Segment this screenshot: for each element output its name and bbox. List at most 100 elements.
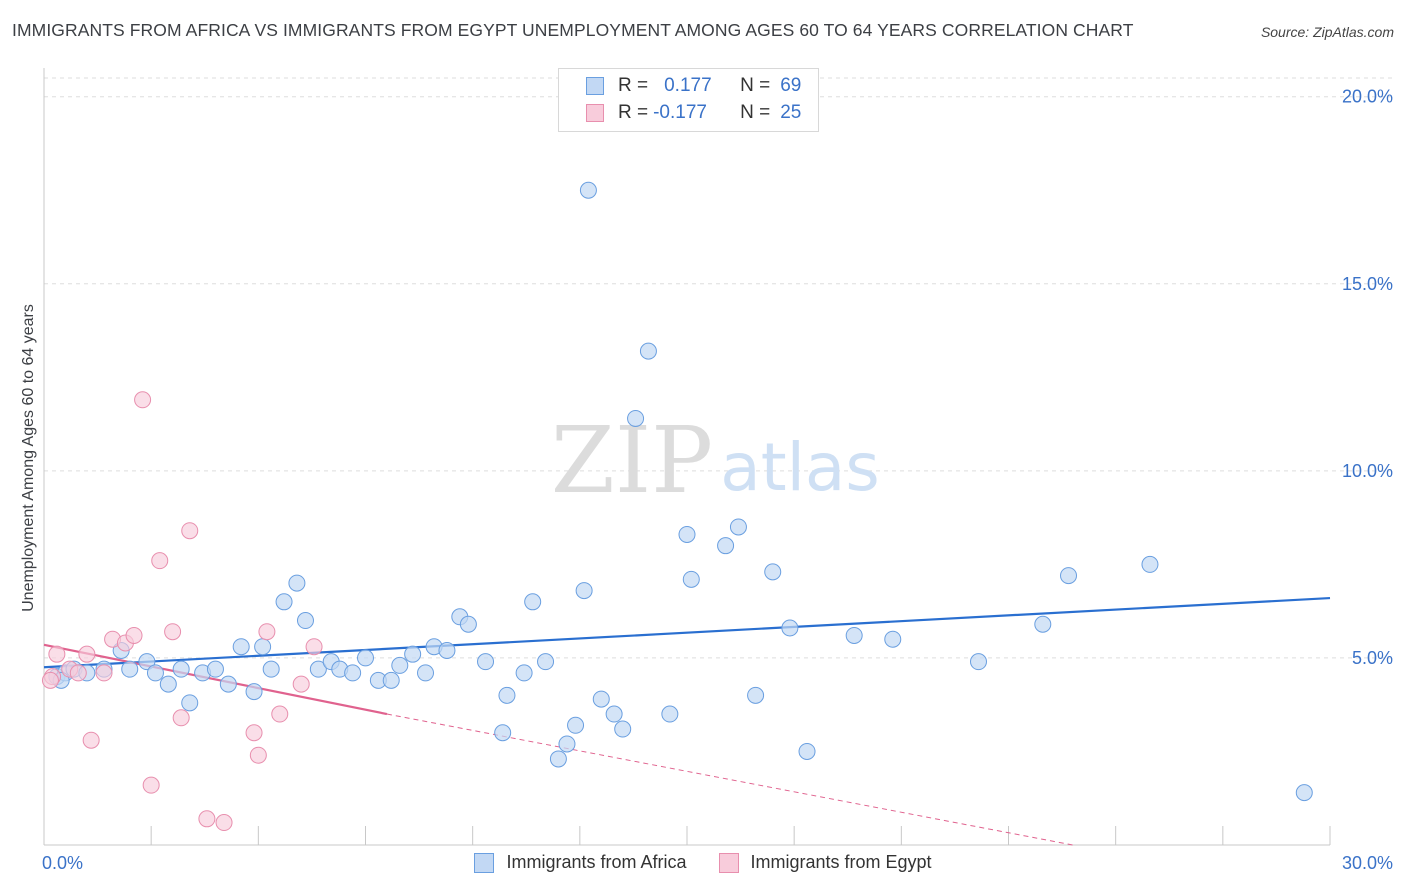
africa-point[interactable] <box>296 612 314 630</box>
data-points <box>41 181 1313 832</box>
y-tick-label: 20.0% <box>1342 87 1393 107</box>
gridlines <box>44 77 1392 659</box>
africa-point[interactable] <box>121 660 139 678</box>
africa-point[interactable] <box>498 686 516 704</box>
africa-point[interactable] <box>627 409 645 427</box>
africa-point[interactable] <box>181 694 199 712</box>
africa-point[interactable] <box>781 619 799 637</box>
egypt-point[interactable] <box>198 810 216 828</box>
africa-point[interactable] <box>567 716 585 734</box>
africa-point[interactable] <box>549 750 567 768</box>
egypt-point[interactable] <box>41 671 59 689</box>
africa-point[interactable] <box>262 660 280 678</box>
egypt-point[interactable] <box>258 623 276 641</box>
egypt-point[interactable] <box>142 776 160 794</box>
egypt-point[interactable] <box>172 709 190 727</box>
egypt-point[interactable] <box>215 814 233 832</box>
africa-point[interactable] <box>477 653 495 671</box>
egypt-point[interactable] <box>78 645 96 663</box>
africa-point[interactable] <box>1141 555 1159 573</box>
africa-point[interactable] <box>438 641 456 659</box>
africa-point[interactable] <box>798 742 816 760</box>
africa-point[interactable] <box>575 582 593 600</box>
egypt-point[interactable] <box>181 522 199 540</box>
africa-point[interactable] <box>138 653 156 671</box>
africa-point[interactable] <box>219 675 237 693</box>
africa-point[interactable] <box>729 518 747 536</box>
africa-point[interactable] <box>764 563 782 581</box>
africa-point[interactable] <box>678 525 696 543</box>
africa-point[interactable] <box>524 593 542 611</box>
africa-trend-line <box>43 596 1331 669</box>
africa-point[interactable] <box>614 720 632 738</box>
africa-point[interactable] <box>404 645 422 663</box>
egypt-r-label: R = <box>618 102 649 123</box>
egypt-point[interactable] <box>249 746 267 764</box>
africa-point[interactable] <box>146 664 164 682</box>
egypt-point[interactable] <box>305 638 323 656</box>
africa-r-value: 0.177 <box>664 75 712 96</box>
africa-point[interactable] <box>309 660 327 678</box>
africa-point[interactable] <box>884 630 902 648</box>
egypt-point[interactable] <box>82 731 100 749</box>
egypt-point[interactable] <box>134 391 152 409</box>
egypt-point[interactable] <box>245 724 263 742</box>
axes <box>43 68 1331 846</box>
legend-row-africa: R = 0.177 N = 69 <box>586 75 801 97</box>
africa-point[interactable] <box>459 615 477 633</box>
africa-point[interactable] <box>232 638 250 656</box>
legend-item-africa[interactable]: Immigrants from Africa <box>474 852 687 873</box>
africa-point[interactable] <box>382 671 400 689</box>
egypt-point[interactable] <box>48 645 66 663</box>
africa-point[interactable] <box>579 181 597 199</box>
africa-point[interactable] <box>357 649 374 667</box>
africa-point[interactable] <box>515 664 533 682</box>
chart-title: IMMIGRANTS FROM AFRICA VS IMMIGRANTS FRO… <box>12 20 1134 40</box>
egypt-point[interactable] <box>125 626 143 644</box>
africa-point[interactable] <box>558 735 576 753</box>
africa-point[interactable] <box>1295 784 1313 802</box>
africa-point[interactable] <box>417 664 435 682</box>
africa-point[interactable] <box>254 638 272 656</box>
africa-point[interactable] <box>592 690 610 708</box>
africa-point[interactable] <box>159 675 177 693</box>
egypt-point[interactable] <box>292 675 310 693</box>
egypt-point[interactable] <box>164 623 182 641</box>
egypt-point[interactable] <box>151 552 169 570</box>
africa-point[interactable] <box>1060 567 1078 585</box>
africa-point[interactable] <box>537 653 555 671</box>
africa-point[interactable] <box>717 537 735 555</box>
africa-point[interactable] <box>747 686 765 704</box>
egypt-point[interactable] <box>271 705 289 723</box>
x-tick-label: 0.0% <box>42 853 83 873</box>
africa-point[interactable] <box>275 593 293 611</box>
africa-point[interactable] <box>206 660 224 678</box>
egypt-point[interactable] <box>69 664 87 682</box>
africa-point[interactable] <box>682 570 700 588</box>
egypt-point[interactable] <box>95 664 113 682</box>
tick-labels: 5.0% 10.0% 15.0% 20.0% 0.0% 30.0% <box>42 87 1393 873</box>
africa-point[interactable] <box>344 664 362 682</box>
africa-point[interactable] <box>605 705 623 723</box>
africa-point[interactable] <box>661 705 679 723</box>
africa-swatch <box>586 77 604 95</box>
y-tick-label: 15.0% <box>1342 274 1393 294</box>
africa-point[interactable] <box>288 574 306 592</box>
egypt-r-value: -0.177 <box>653 102 707 123</box>
watermark: ZIP atlas <box>551 407 880 514</box>
africa-point[interactable] <box>172 660 190 678</box>
africa-point[interactable] <box>969 653 987 671</box>
africa-point[interactable] <box>245 683 263 701</box>
africa-n-value: 69 <box>780 75 802 96</box>
trend-lines <box>43 596 1331 846</box>
correlation-legend: R = 0.177 N = 69 R = -0.177 N = 25 <box>558 68 819 132</box>
africa-point[interactable] <box>391 656 409 674</box>
legend-item-egypt[interactable]: Immigrants from Egypt <box>718 852 932 873</box>
africa-r-label: R = <box>618 75 649 96</box>
africa-point[interactable] <box>494 724 512 742</box>
egypt-legend-swatch <box>718 852 739 873</box>
egypt-n-label: N = <box>740 102 771 123</box>
africa-point[interactable] <box>1034 615 1052 633</box>
africa-point[interactable] <box>639 342 657 360</box>
africa-point[interactable] <box>845 626 863 644</box>
